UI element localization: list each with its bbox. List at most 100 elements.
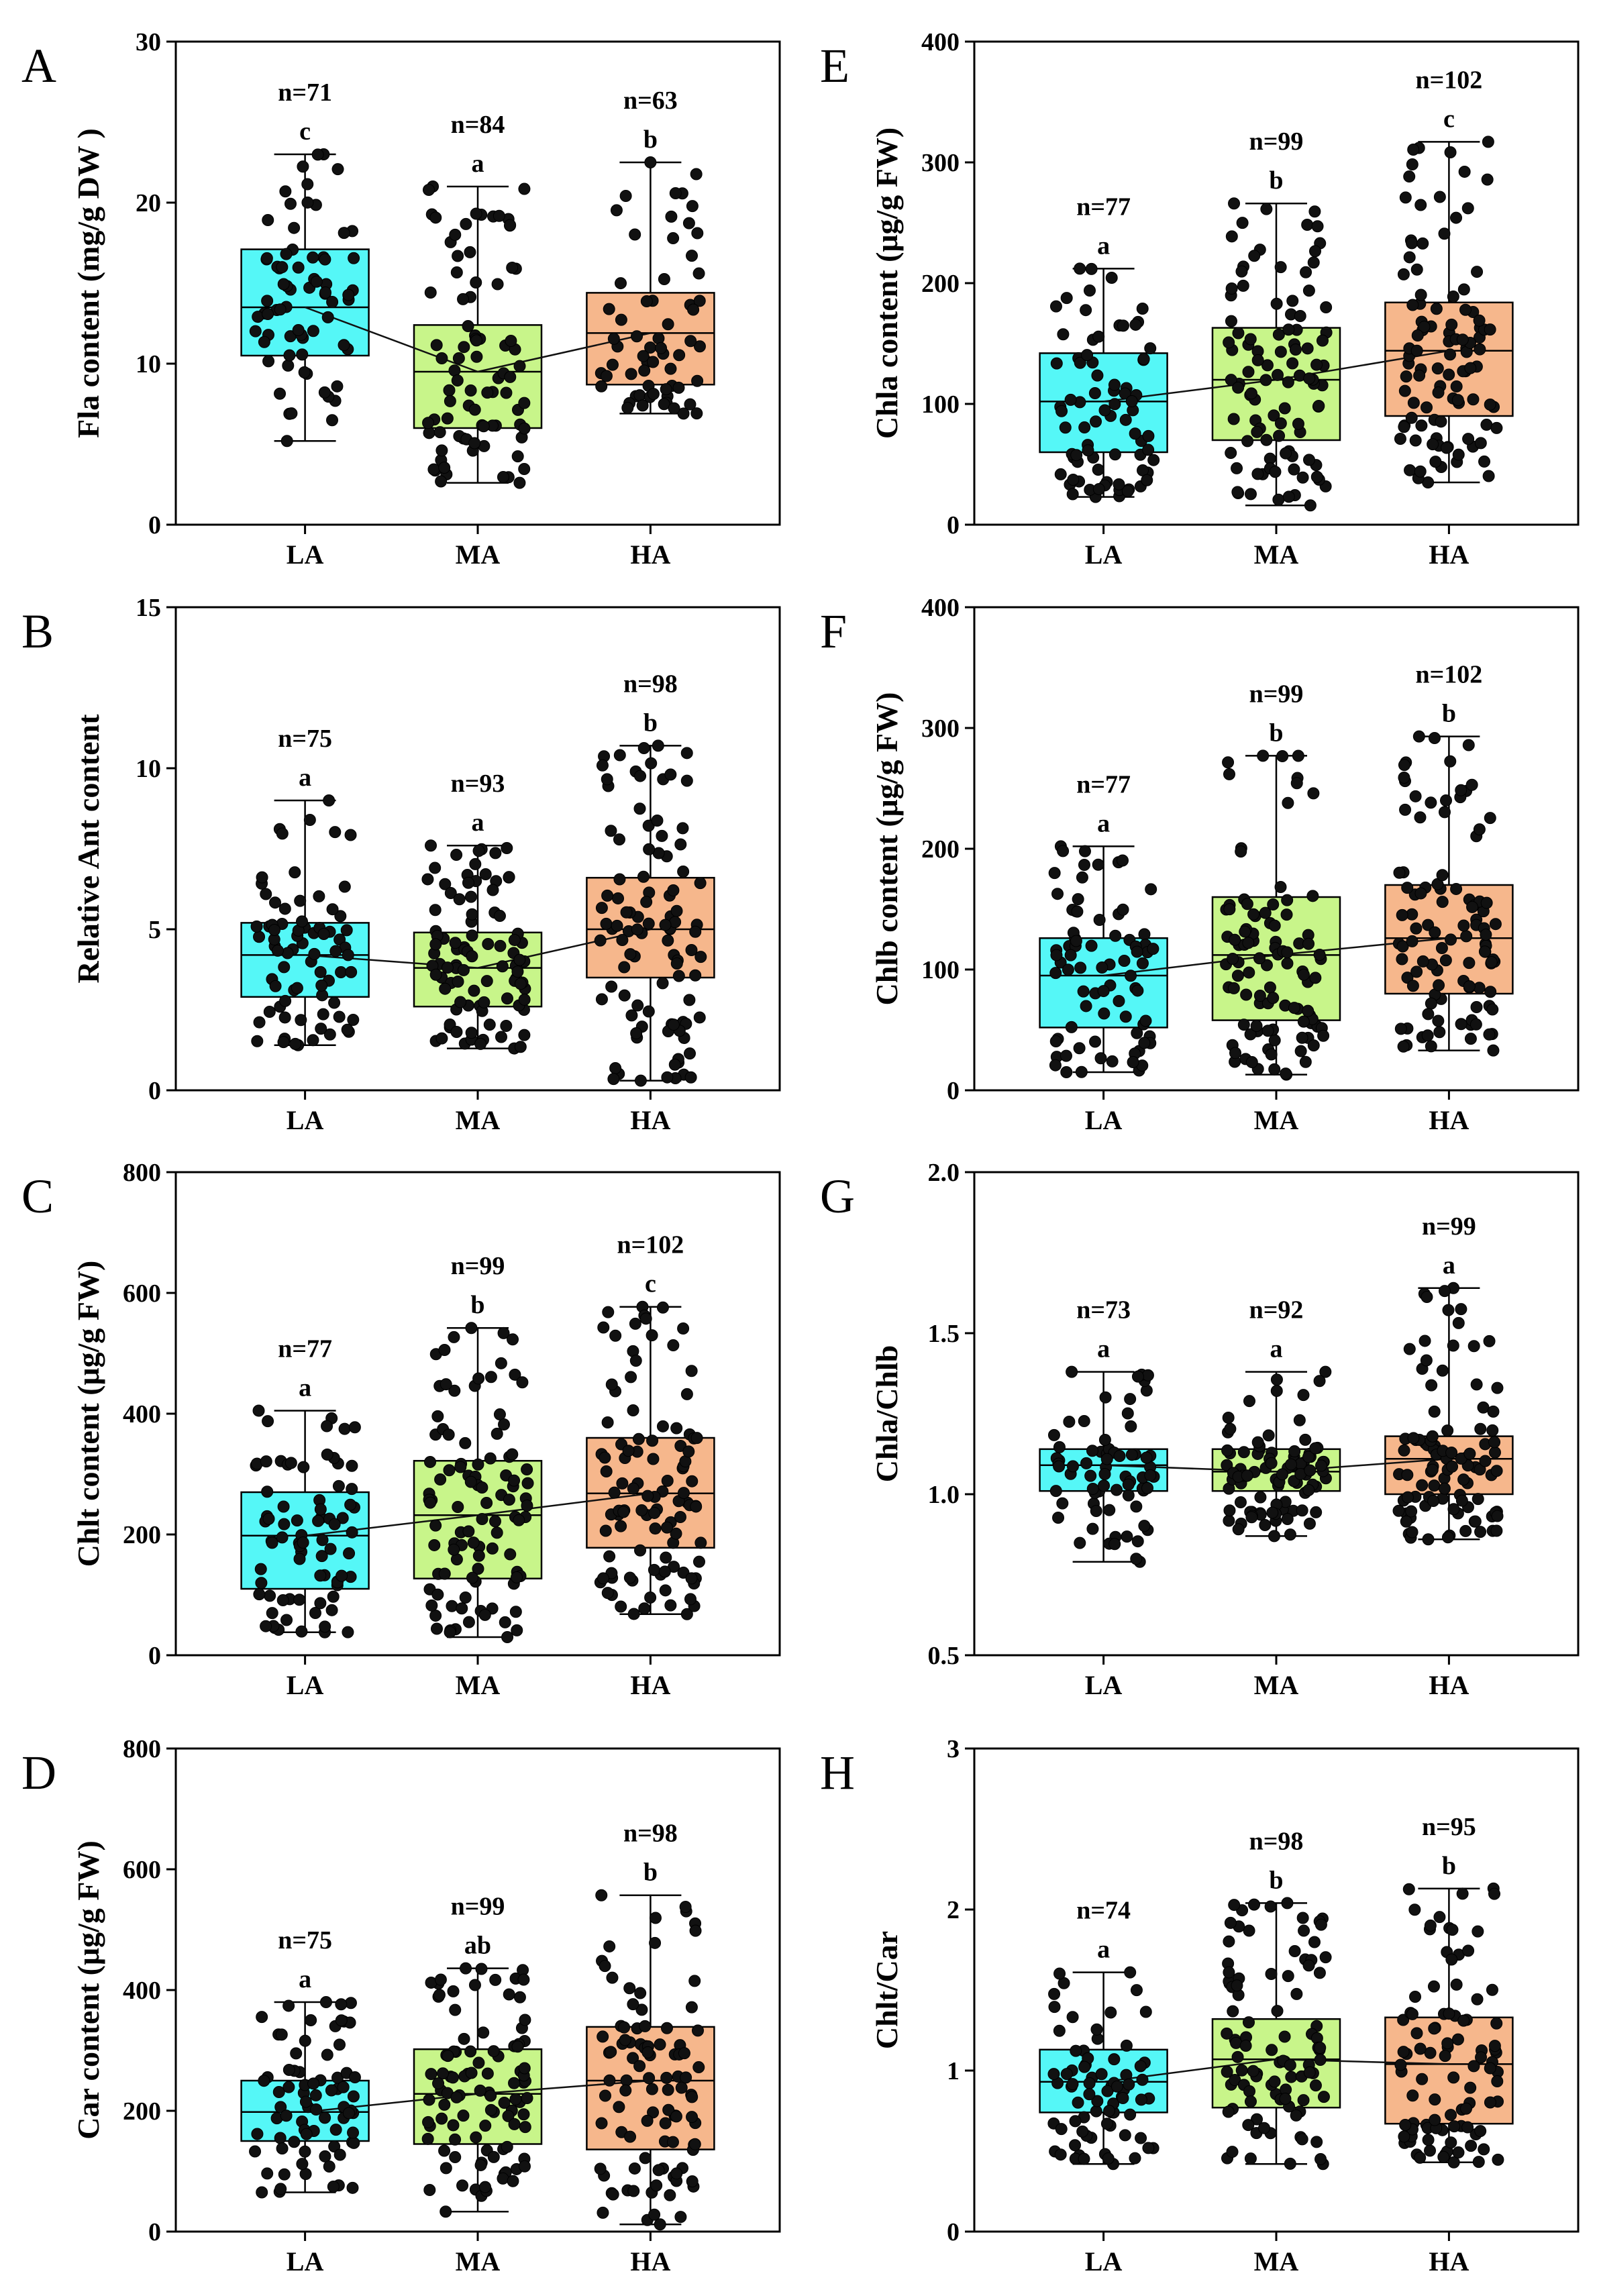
data-point — [661, 1521, 674, 1534]
data-point — [1055, 405, 1068, 417]
data-point — [1102, 2152, 1115, 2164]
data-point — [603, 2074, 616, 2087]
data-point — [1227, 2005, 1239, 2018]
data-point — [654, 2038, 666, 2051]
data-point — [1463, 1447, 1476, 1460]
data-point — [303, 813, 316, 826]
significance-letter: b — [1269, 166, 1283, 195]
sample-size-label: n=93 — [451, 770, 505, 798]
data-point — [513, 1991, 526, 2003]
data-point — [282, 2064, 295, 2077]
data-point — [1139, 1014, 1152, 1027]
data-point — [1300, 266, 1312, 278]
data-point — [297, 160, 309, 173]
data-point — [597, 1572, 609, 1585]
data-point — [1294, 1045, 1307, 1057]
data-point — [1414, 199, 1427, 211]
data-point — [1451, 2033, 1464, 2046]
data-point — [1303, 372, 1316, 385]
data-point — [465, 1322, 478, 1335]
data-point — [482, 938, 495, 951]
data-point — [1473, 314, 1486, 327]
y-axis-title: Chla content (μg/g FW) — [870, 127, 904, 439]
y-tick-label: 400 — [921, 28, 960, 56]
data-point — [1281, 957, 1294, 970]
data-point — [1273, 429, 1286, 442]
data-point — [1227, 982, 1240, 994]
data-point — [332, 1479, 345, 1492]
data-point — [1444, 146, 1457, 159]
y-tick-label: 0 — [148, 511, 161, 539]
data-point — [472, 1549, 485, 1562]
data-point — [424, 286, 437, 299]
data-point — [1258, 2122, 1271, 2134]
data-point — [664, 768, 677, 781]
data-point — [1414, 811, 1427, 824]
data-point — [1296, 1031, 1308, 1044]
data-point — [1066, 1365, 1078, 1378]
data-point — [1125, 1420, 1137, 1432]
y-tick-label: 0 — [148, 2218, 161, 2246]
data-point — [280, 435, 293, 448]
data-point — [1120, 2039, 1133, 2052]
data-point — [655, 342, 668, 354]
data-point — [1319, 1365, 1332, 1378]
data-point — [640, 295, 653, 308]
data-point — [1484, 2096, 1496, 2109]
data-point — [1422, 2134, 1435, 2146]
data-point — [672, 970, 685, 982]
data-point — [680, 1608, 693, 1620]
data-point — [454, 996, 467, 1008]
data-point — [504, 370, 517, 383]
sample-size-label: n=73 — [1076, 1296, 1131, 1324]
data-point — [434, 1473, 447, 1486]
data-point — [331, 380, 344, 393]
data-point — [460, 1962, 472, 1975]
data-point — [315, 1023, 327, 1035]
data-point — [1100, 1453, 1113, 1465]
data-point — [1048, 867, 1061, 880]
data-point — [1429, 2114, 1441, 2126]
data-point — [627, 2052, 639, 2065]
data-point — [1486, 1424, 1499, 1437]
data-point — [642, 1005, 655, 1018]
data-point — [1092, 463, 1104, 476]
data-point — [1080, 1000, 1092, 1012]
data-point — [1310, 358, 1323, 371]
data-point — [1302, 1004, 1314, 1017]
data-point — [495, 1031, 507, 1043]
data-point — [1416, 1479, 1429, 1492]
data-point — [1486, 1003, 1499, 1016]
data-point — [442, 2050, 454, 2063]
points-HA — [594, 1889, 705, 2231]
data-point — [323, 794, 336, 806]
data-point — [296, 348, 309, 361]
data-point — [636, 399, 649, 412]
data-point — [1066, 1460, 1079, 1473]
data-point — [268, 924, 280, 937]
data-point — [1263, 981, 1276, 994]
data-point — [1248, 250, 1261, 262]
data-point — [435, 475, 448, 488]
data-point — [264, 1589, 276, 1602]
data-point — [690, 407, 703, 420]
data-point — [1077, 985, 1090, 998]
data-point — [627, 1482, 639, 1495]
data-point — [673, 349, 686, 362]
significance-letter: b — [470, 1291, 484, 1319]
data-point — [291, 1514, 303, 1527]
data-point — [454, 1461, 467, 1473]
data-point — [631, 999, 644, 1012]
data-point — [474, 2158, 487, 2171]
panel-E: 0 100 200 300 400 LA MA HA Chla content (μg/g FW… — [820, 28, 1580, 570]
x-tick-label-HA: HA — [630, 1670, 670, 1700]
data-point — [1104, 2006, 1117, 2019]
data-point — [617, 1506, 630, 1518]
data-point — [1119, 387, 1131, 400]
data-point — [1457, 2014, 1470, 2027]
y-tick-label: 10 — [136, 755, 161, 783]
data-point — [1409, 434, 1422, 447]
data-point — [1078, 859, 1090, 872]
data-point — [1312, 400, 1325, 413]
data-point — [1471, 266, 1484, 278]
